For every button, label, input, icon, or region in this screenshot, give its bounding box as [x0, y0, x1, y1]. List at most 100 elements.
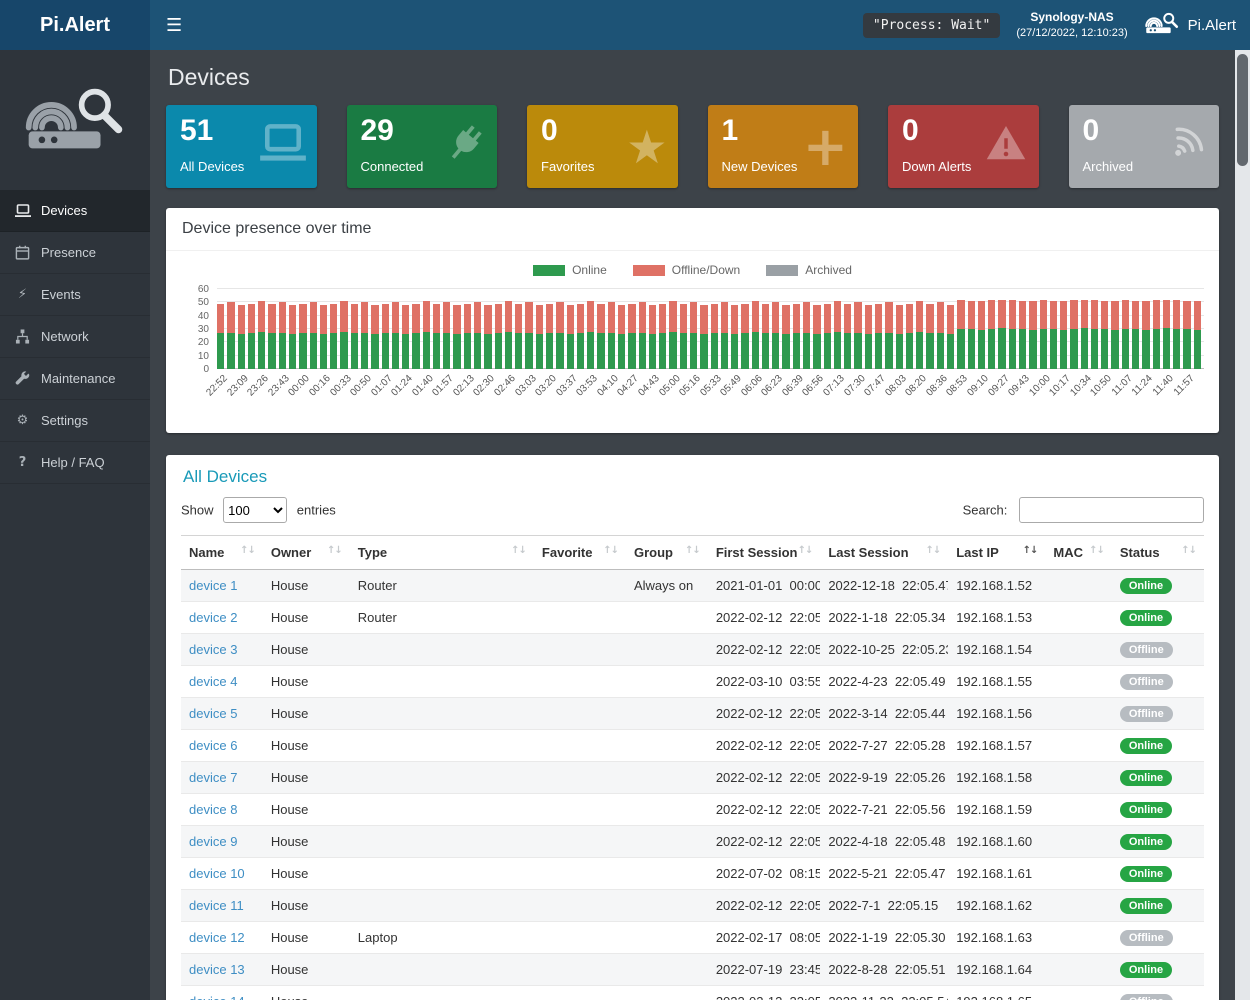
sidebar-item-events[interactable]: ⚡ Events	[0, 274, 150, 316]
column-header-mac[interactable]: MAC ↑↓	[1045, 535, 1112, 570]
bar-segment-online	[648, 334, 657, 369]
sidebar-item-help[interactable]: ? Help / FAQ	[0, 442, 150, 484]
column-header-last-ip[interactable]: Last IP ↑↓	[948, 535, 1046, 570]
bar-segment-online	[535, 334, 543, 369]
device-link[interactable]: device 12	[189, 930, 245, 945]
device-link[interactable]: device 13	[189, 962, 245, 977]
device-link[interactable]: device 4	[189, 674, 238, 689]
device-link[interactable]: device 8	[189, 802, 238, 817]
chart-x-axis: 22:52 23:09 23:26 23:43 00:00 00:16 00:33 00:50…	[204, 369, 1204, 419]
bar-segment-offline-down	[988, 299, 996, 329]
column-header-type[interactable]: Type ↑↓	[349, 535, 534, 570]
bar-segment-offline-down	[710, 303, 718, 333]
column-header-favorite[interactable]: Favorite ↑↓	[533, 535, 626, 570]
cell-owner: House	[262, 569, 350, 602]
nav-brand-label: Pi.Alert	[1187, 16, 1236, 34]
bar-segment-online	[617, 334, 626, 369]
chart-bar	[330, 289, 338, 369]
nav-brand[interactable]: Pi.Alert	[1144, 10, 1236, 41]
sort-icon: ↑↓	[685, 545, 701, 556]
chart-bar	[803, 289, 811, 369]
bar-segment-online	[371, 334, 379, 369]
bar-segment-online	[875, 333, 883, 369]
chart-bar	[217, 289, 225, 369]
column-header-last-session[interactable]: Last Session ↑↓	[820, 535, 949, 570]
device-link[interactable]: device 9	[189, 834, 238, 849]
sidebar-toggle-icon[interactable]: ☰	[166, 14, 183, 36]
cell-group	[625, 953, 708, 986]
search-input[interactable]	[1019, 497, 1204, 523]
status-badge: Offline	[1119, 674, 1173, 690]
bar-segment-online	[288, 334, 297, 369]
bar-segment-online	[319, 334, 328, 369]
bar-segment-online	[1090, 329, 1099, 369]
bar-segment-offline-down	[268, 303, 276, 333]
bar-segment-offline-down	[833, 301, 842, 332]
chart-bar	[1101, 289, 1109, 369]
page-scrollbar[interactable]	[1235, 50, 1250, 1000]
device-link[interactable]: device 10	[189, 866, 245, 881]
status-badge: Offline	[1119, 642, 1173, 658]
cell-status: Offline	[1111, 633, 1204, 666]
bar-segment-online	[1008, 329, 1016, 369]
sidebar-item-maintenance[interactable]: Maintenance	[0, 358, 150, 400]
card-value: 0	[1082, 114, 1100, 147]
bar-segment-offline-down	[288, 305, 297, 335]
cell-favorite	[533, 985, 626, 1000]
card-archived[interactable]: 0 Archived	[1068, 105, 1219, 188]
brand-logo[interactable]: Pi.Alert	[0, 0, 150, 50]
chart-bar	[895, 289, 903, 369]
cell-first-session: 2022-02-12 22:05	[707, 697, 821, 730]
card-connected[interactable]: 29 Connected	[346, 105, 497, 188]
page-size-select[interactable]: 100	[223, 497, 288, 523]
bar-segment-online	[998, 327, 1006, 369]
card-label: New Devices	[721, 159, 798, 174]
bar-segment-offline-down	[946, 305, 955, 335]
sidebar-item-devices[interactable]: Devices	[0, 190, 150, 232]
bar-segment-online	[402, 334, 410, 369]
card-all-devices[interactable]: 51 All Devices	[166, 105, 317, 188]
cell-mac	[1045, 857, 1112, 890]
warning-icon	[983, 122, 1029, 171]
bar-segment-offline-down	[515, 303, 523, 333]
bar-segment-offline-down	[607, 302, 615, 333]
device-link[interactable]: device 2	[189, 610, 238, 625]
column-header-owner[interactable]: Owner ↑↓	[262, 535, 350, 570]
sidebar-item-settings[interactable]: ⚙ Settings	[0, 400, 150, 442]
bar-segment-online	[227, 333, 235, 369]
column-label: Group	[633, 545, 673, 560]
device-link[interactable]: device 5	[189, 706, 238, 721]
bar-segment-online	[494, 333, 502, 369]
star-icon: ★	[626, 119, 668, 174]
sidebar-item-network[interactable]: Network	[0, 316, 150, 358]
y-tick-label: 30	[197, 324, 209, 335]
chart-bar	[402, 289, 410, 369]
bar-segment-offline-down	[998, 299, 1006, 328]
device-link[interactable]: device 3	[189, 642, 238, 657]
bar-segment-online	[710, 333, 718, 369]
device-link[interactable]: device 1	[189, 578, 238, 593]
scrollbar-thumb[interactable]	[1237, 54, 1248, 166]
device-link[interactable]: device 6	[189, 738, 238, 753]
chart-bar	[309, 289, 317, 369]
device-link[interactable]: device 11	[189, 898, 244, 913]
sidebar-item-presence[interactable]: Presence	[0, 232, 150, 274]
bar-segment-online	[977, 330, 986, 369]
device-link[interactable]: device 7	[189, 770, 238, 785]
card-favorites[interactable]: 0 Favorites ★	[527, 105, 678, 188]
bar-segment-offline-down	[504, 301, 513, 332]
cell-first-session: 2022-07-02 08:15	[707, 857, 821, 890]
column-header-name[interactable]: Name ↑↓	[181, 535, 263, 570]
cell-mac	[1045, 889, 1112, 922]
column-header-first-session[interactable]: First Session ↑↓	[707, 535, 821, 570]
card-down-alerts[interactable]: 0 Down Alerts	[888, 105, 1039, 188]
column-header-status[interactable]: Status ↑↓	[1111, 535, 1204, 570]
chart-bar	[988, 289, 996, 369]
chart-bar	[977, 289, 986, 369]
card-new-devices[interactable]: 1 New Devices +	[707, 105, 858, 188]
cell-last-ip: 192.168.1.57	[948, 729, 1046, 762]
cell-owner: House	[262, 697, 350, 730]
column-header-group[interactable]: Group ↑↓	[625, 535, 708, 570]
device-link[interactable]: device 14	[189, 994, 245, 1000]
bolt-icon: ⚡	[17, 287, 28, 302]
